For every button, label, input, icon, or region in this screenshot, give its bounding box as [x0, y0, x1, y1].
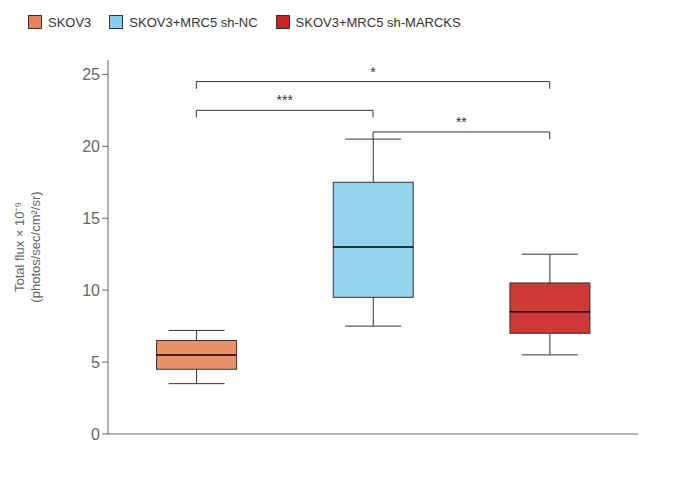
svg-text:Total flux × 10⁻⁹(photos/sec/c: Total flux × 10⁻⁹(photos/sec/cm²/sr)	[12, 191, 43, 302]
svg-text:20: 20	[82, 138, 100, 155]
svg-text:5: 5	[91, 354, 100, 371]
svg-text:*: *	[370, 64, 376, 80]
svg-text:0: 0	[91, 426, 100, 443]
svg-text:25: 25	[82, 66, 100, 83]
html-text:SKOV3: SKOV3	[48, 14, 92, 30]
svg-text:15: 15	[82, 210, 100, 227]
svg-text:10: 10	[82, 282, 100, 299]
html-text:SKOV3+MRC5 sh-MARCKS: SKOV3+MRC5 sh-MARCKS	[295, 14, 461, 30]
svg-text:**: **	[456, 114, 467, 130]
html-text:SKOV3+MRC5 sh-NC: SKOV3+MRC5 sh-NC	[129, 14, 258, 30]
svg-text:***: ***	[276, 92, 293, 108]
